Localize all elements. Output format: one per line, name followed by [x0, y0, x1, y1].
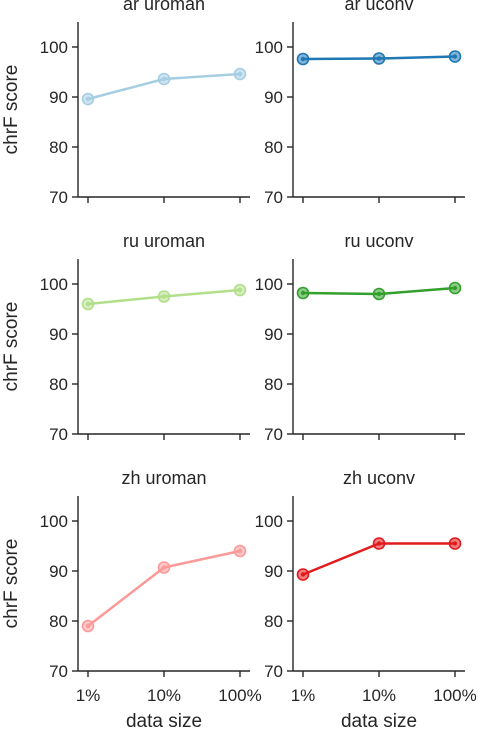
panel-0: ar uroman 70 80 90 100 chrF score [1, 0, 250, 207]
y-tick-label: 80 [264, 612, 283, 631]
y-tick-label: 90 [264, 88, 283, 107]
y-tick-label: 90 [49, 325, 68, 344]
y-tick-label: 70 [49, 425, 68, 444]
y-tick-label: 100 [40, 512, 68, 531]
data-point-center [237, 287, 243, 293]
y-axis-label: chrF score [1, 65, 22, 155]
y-axis-label: chrF score [1, 302, 22, 392]
x-tick-label: 100% [218, 686, 261, 705]
y-tick-label: 80 [264, 138, 283, 157]
y-tick-label: 70 [264, 188, 283, 207]
y-tick-label: 100 [255, 38, 283, 57]
x-tick-label: 10% [147, 686, 181, 705]
x-tick-label: 100% [433, 686, 476, 705]
y-tick-label: 90 [49, 88, 68, 107]
data-point-center [85, 96, 91, 102]
data-point-center [452, 541, 458, 546]
data-point-center [452, 54, 458, 59]
y-tick-label: 80 [49, 612, 68, 631]
data-point-center [300, 572, 306, 577]
data-point-center [300, 290, 306, 296]
data-point-center [300, 56, 306, 62]
data-point-center [376, 56, 382, 61]
panel-2: ru uroman 70 80 90 100 chrF score [1, 231, 250, 444]
y-tick-label: 70 [49, 188, 68, 207]
y-tick-label: 90 [49, 562, 68, 581]
data-point-center [237, 71, 243, 77]
x-tick-label: 1% [291, 686, 316, 705]
y-tick-label: 100 [40, 275, 68, 294]
panel-title: zh uroman [121, 468, 206, 488]
data-point-center [161, 294, 167, 299]
panel-4: zh uroman 70 80 90 100 1% 10% 100% chrF score dat… [1, 468, 262, 732]
y-tick-label: 80 [264, 375, 283, 394]
y-tick-label: 90 [264, 325, 283, 344]
y-tick-label: 80 [49, 375, 68, 394]
data-point-center [237, 548, 243, 554]
y-tick-label: 80 [49, 138, 68, 157]
data-point-center [85, 623, 91, 629]
y-tick-label: 70 [264, 425, 283, 444]
panel-3: ru uconv 70 80 90 100 [255, 231, 465, 444]
panel-1: ar uconv 70 80 90 100 [255, 0, 465, 207]
data-point-center [452, 285, 458, 291]
panel-5: zh uconv 70 80 90 100 1% 10% 100% data size [255, 468, 477, 732]
data-point-center [85, 301, 91, 307]
y-tick-label: 70 [49, 662, 68, 681]
y-tick-label: 100 [255, 275, 283, 294]
x-axis-label: data size [341, 711, 417, 732]
x-axis-label: data size [126, 711, 202, 732]
data-point-center [376, 291, 382, 297]
y-tick-label: 100 [40, 38, 68, 57]
panel-title: ru uconv [344, 231, 413, 251]
y-tick-label: 100 [255, 512, 283, 531]
data-point-center [161, 565, 167, 570]
panel-title: ru uroman [123, 231, 205, 251]
data-point-center [161, 76, 167, 82]
y-axis-label: chrF score [1, 539, 22, 629]
panel-title: ar uroman [123, 0, 205, 14]
y-tick-label: 90 [264, 562, 283, 581]
panel-title: ar uconv [344, 0, 413, 14]
y-tick-label: 70 [264, 662, 283, 681]
panel-title: zh uconv [343, 468, 415, 488]
x-tick-label: 1% [76, 686, 101, 705]
data-point-center [376, 541, 382, 546]
x-tick-label: 10% [362, 686, 396, 705]
